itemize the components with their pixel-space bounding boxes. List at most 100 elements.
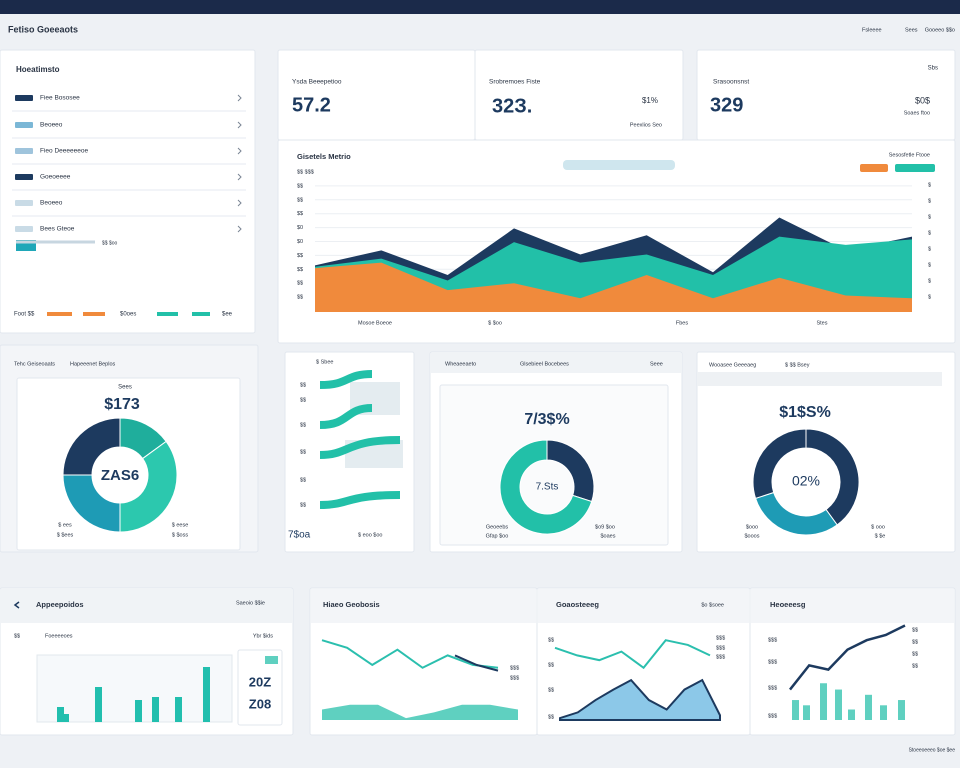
label: $$$ <box>510 665 519 671</box>
label: $0$ <box>915 95 930 105</box>
label: $ eoo $oo <box>358 532 382 538</box>
donut-center: 7.Sts <box>536 482 559 493</box>
row-label: Goeoeeee <box>40 174 71 181</box>
label: $0oes <box>120 312 136 318</box>
bar <box>880 705 887 720</box>
chevron <box>237 121 242 129</box>
legend-swatch <box>47 312 72 316</box>
label: $$$ <box>768 637 777 643</box>
label: $$$ <box>768 713 777 719</box>
row-icon <box>15 122 33 128</box>
progress-fill <box>16 240 36 251</box>
bar <box>62 714 69 722</box>
label: Gfap $oo <box>486 533 509 539</box>
legend-swatch <box>83 312 105 316</box>
header-link: Fsleeee <box>862 27 882 33</box>
card-value: $173 <box>104 396 140 413</box>
label: $ Sbee <box>316 359 333 365</box>
label: $ $oss <box>172 532 188 538</box>
panel <box>439 384 669 546</box>
legend-swatch <box>157 312 178 316</box>
x-label: Stes <box>816 320 827 326</box>
bar <box>835 689 842 720</box>
bar <box>792 700 799 720</box>
label: $ooos <box>745 533 760 539</box>
label: Srasoonsnst <box>713 79 749 86</box>
row-label: Fieo Deeeeeeoe <box>40 148 88 155</box>
label: $$ <box>912 663 918 669</box>
label: $$ <box>912 651 918 657</box>
bar <box>865 694 872 720</box>
label: $$ <box>300 502 306 508</box>
kpi-value: 329 <box>710 94 743 116</box>
panel-header <box>538 589 749 623</box>
chevron <box>237 199 242 207</box>
flow-ribbon <box>319 404 373 429</box>
label: $ $e <box>875 533 886 539</box>
donut-segment <box>499 439 593 535</box>
flow-ribbon <box>319 436 401 459</box>
x-label: Fbes <box>676 320 688 326</box>
area-series <box>315 262 912 312</box>
chevron <box>237 173 242 181</box>
x-label: Mosoe Boeoe <box>358 320 392 326</box>
donut-center: ZAS6 <box>101 467 139 484</box>
label: $$ <box>300 397 306 403</box>
label: $$$ <box>510 675 519 681</box>
label: Saeoio $$ie <box>236 600 265 606</box>
y-label: $0 <box>297 239 303 245</box>
footer-text: Stoeeoeeeo $oe $ee <box>909 747 956 753</box>
label: $$$ <box>716 645 725 651</box>
chevron <box>237 94 242 102</box>
row-icon <box>15 95 33 101</box>
panel-header <box>431 353 681 373</box>
label: $$ <box>300 422 306 428</box>
row-icon <box>15 200 33 206</box>
label: $$ <box>548 714 554 720</box>
label: $$$ <box>716 635 725 641</box>
label: Geoeebs <box>486 524 509 530</box>
legend-swatch <box>192 312 210 316</box>
label: Wheaeeaeto <box>445 361 476 367</box>
bar <box>803 705 810 720</box>
bar <box>135 700 142 722</box>
label: $$ <box>300 449 306 455</box>
label: Z08 <box>249 696 271 711</box>
label: $$ <box>548 687 554 693</box>
row-label: Beoeeo <box>40 200 63 207</box>
bar <box>898 700 905 720</box>
y-label-right: $ <box>928 246 931 252</box>
bar <box>95 687 102 722</box>
row-label: Beoeeo <box>40 122 63 129</box>
panel-strip <box>697 372 942 386</box>
label: Seee <box>650 361 663 367</box>
y-label-right: $ <box>928 214 931 220</box>
card-value: 7/3$% <box>524 411 569 428</box>
donut-segment <box>62 417 121 476</box>
panel <box>237 649 283 726</box>
row-label: Bees Gteoe <box>40 226 75 233</box>
label: $$ <box>912 639 918 645</box>
app-title: Fetiso Goeeaots <box>8 24 78 34</box>
row-label: Fiee Bososee <box>40 95 80 102</box>
panel-header <box>1 589 292 623</box>
legend-swatch <box>895 164 935 172</box>
mini-title: Appeepoidos <box>36 600 84 609</box>
label: Srobremoes Fiste <box>489 79 541 86</box>
y-label: $$ <box>297 197 303 203</box>
y-label: $0 <box>297 225 303 231</box>
legend-swatch <box>860 164 888 172</box>
label: Hapeeenet Beplos <box>70 361 116 367</box>
top-bar <box>0 0 960 14</box>
y-label: $$ $$$ <box>297 169 314 175</box>
header-link: Gooeeo $$o <box>925 27 955 33</box>
y-label: $$ <box>297 295 303 301</box>
area-series <box>559 678 721 721</box>
header-link: Sees <box>905 27 918 33</box>
label: Sees <box>118 385 132 391</box>
kpi-value: 32З. <box>492 95 532 117</box>
label: Ybr $ids <box>253 633 273 639</box>
line-series <box>789 624 906 691</box>
label: $$$ <box>768 659 777 665</box>
